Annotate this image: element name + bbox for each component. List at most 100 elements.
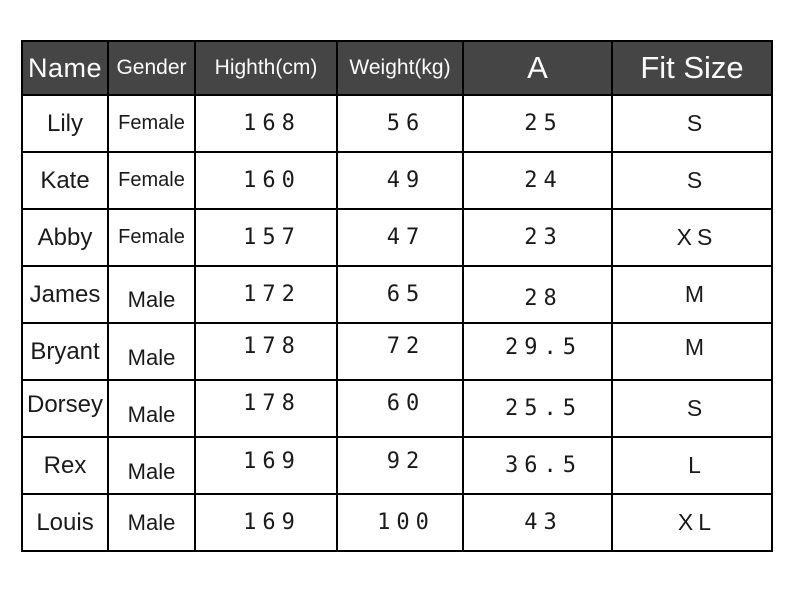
cell-height: 178 bbox=[194, 379, 338, 438]
column-header-fit: Fit Size bbox=[611, 40, 773, 96]
cell-a: 36.5 bbox=[462, 436, 613, 495]
cell-height: 168 bbox=[194, 94, 338, 153]
size-chart-table: Name Gender Highth(cm) Weight(kg) A Fit Size … bbox=[21, 40, 773, 552]
cell-height-text: 178 bbox=[243, 391, 301, 416]
table-row: Rex Male 169 92 36.5 L bbox=[21, 436, 773, 495]
cell-gender-text: Male bbox=[127, 286, 176, 312]
cell-gender: Male bbox=[107, 265, 196, 324]
cell-gender: Male bbox=[107, 322, 196, 381]
cell-weight-text: 49 bbox=[386, 168, 426, 193]
cell-fit: S bbox=[611, 94, 773, 153]
cell-a: 28 bbox=[462, 265, 613, 324]
cell-name-text: Louis bbox=[36, 508, 94, 536]
table-row: Kate Female 160 49 24 S bbox=[21, 151, 773, 210]
header-row: Name Gender Highth(cm) Weight(kg) A Fit Size bbox=[21, 40, 773, 96]
cell-a: 43 bbox=[462, 493, 613, 552]
cell-name: Abby bbox=[21, 208, 109, 267]
cell-gender-text: Female bbox=[118, 112, 185, 134]
column-header-weight: Weight(kg) bbox=[336, 40, 464, 96]
cell-height-text: 169 bbox=[243, 510, 301, 535]
cell-a: 25.5 bbox=[462, 379, 613, 438]
cell-gender: Male bbox=[107, 379, 196, 438]
cell-height: 178 bbox=[194, 322, 338, 381]
cell-a-text: 43 bbox=[524, 510, 563, 535]
cell-height-text: 169 bbox=[243, 449, 301, 474]
cell-weight-text: 100 bbox=[377, 510, 435, 535]
cell-a-text: 29.5 bbox=[505, 335, 582, 360]
column-header-name: Name bbox=[21, 40, 109, 96]
cell-fit-text: S bbox=[686, 110, 708, 136]
cell-fit-text: XL bbox=[677, 509, 717, 535]
cell-name: Rex bbox=[21, 436, 109, 495]
cell-name-text: James bbox=[29, 280, 101, 308]
cell-height: 160 bbox=[194, 151, 338, 210]
cell-name-text: Abby bbox=[37, 223, 93, 251]
cell-gender-text: Female bbox=[118, 169, 185, 191]
cell-gender-text: Male bbox=[127, 509, 176, 535]
cell-fit-text: M bbox=[684, 334, 710, 360]
cell-gender: Female bbox=[107, 151, 196, 210]
cell-a-text: 24 bbox=[524, 168, 563, 193]
cell-fit: M bbox=[611, 265, 773, 324]
table-row: James Male 172 65 28 M bbox=[21, 265, 773, 324]
cell-name: Lily bbox=[21, 94, 109, 153]
cell-fit-text: XS bbox=[676, 224, 718, 250]
cell-a-text: 25.5 bbox=[505, 396, 582, 421]
cell-height: 169 bbox=[194, 436, 338, 495]
cell-name-text: Lily bbox=[46, 109, 83, 137]
cell-gender-text: Male bbox=[127, 458, 176, 484]
table-row: Bryant Male 178 72 29.5 M bbox=[21, 322, 773, 381]
cell-fit: L bbox=[611, 436, 773, 495]
cell-gender: Male bbox=[107, 436, 196, 495]
cell-fit-text: L bbox=[688, 452, 706, 478]
cell-fit: S bbox=[611, 151, 773, 210]
cell-height-text: 168 bbox=[243, 111, 301, 136]
column-header-height: Highth(cm) bbox=[194, 40, 338, 96]
cell-height-text: 160 bbox=[243, 168, 301, 193]
cell-height-text: 157 bbox=[243, 225, 301, 250]
table-body: Lily Female 168 56 25 S Kate Female 160 49 24 S Abby… bbox=[21, 94, 773, 552]
cell-a: 24 bbox=[462, 151, 613, 210]
cell-name: James bbox=[21, 265, 109, 324]
cell-a: 23 bbox=[462, 208, 613, 267]
cell-fit: XL bbox=[611, 493, 773, 552]
cell-a-text: 25 bbox=[524, 111, 563, 136]
cell-name: Bryant bbox=[21, 322, 109, 381]
cell-gender: Male bbox=[107, 493, 196, 552]
cell-fit: M bbox=[611, 322, 773, 381]
cell-height: 172 bbox=[194, 265, 338, 324]
cell-a-text: 36.5 bbox=[505, 453, 582, 478]
cell-weight: 49 bbox=[336, 151, 464, 210]
cell-a: 25 bbox=[462, 94, 613, 153]
cell-weight-text: 92 bbox=[386, 449, 426, 474]
cell-name: Kate bbox=[21, 151, 109, 210]
column-header-a: A bbox=[462, 40, 613, 96]
cell-weight: 60 bbox=[336, 379, 464, 438]
cell-name: Dorsey bbox=[21, 379, 109, 438]
cell-name-text: Rex bbox=[43, 451, 87, 479]
cell-weight: 56 bbox=[336, 94, 464, 153]
cell-name-text: Dorsey bbox=[26, 390, 104, 418]
cell-weight-text: 72 bbox=[386, 334, 426, 359]
table-row: Dorsey Male 178 60 25.5 S bbox=[21, 379, 773, 438]
cell-height: 157 bbox=[194, 208, 338, 267]
cell-weight-text: 47 bbox=[386, 225, 426, 250]
column-header-gender: Gender bbox=[107, 40, 196, 96]
table-row: Abby Female 157 47 23 XS bbox=[21, 208, 773, 267]
cell-a: 29.5 bbox=[462, 322, 613, 381]
cell-weight-text: 60 bbox=[386, 391, 426, 416]
cell-weight-text: 56 bbox=[386, 111, 426, 136]
cell-name-text: Kate bbox=[40, 166, 90, 194]
cell-fit-text: M bbox=[684, 281, 710, 307]
cell-gender: Female bbox=[107, 208, 196, 267]
cell-weight: 100 bbox=[336, 493, 464, 552]
table-header: Name Gender Highth(cm) Weight(kg) A Fit Size bbox=[21, 40, 773, 96]
cell-a-text: 23 bbox=[524, 225, 563, 250]
cell-fit: XS bbox=[611, 208, 773, 267]
cell-gender: Female bbox=[107, 94, 196, 153]
cell-gender-text: Male bbox=[127, 344, 176, 370]
cell-name: Louis bbox=[21, 493, 109, 552]
cell-gender-text: Male bbox=[127, 401, 176, 427]
cell-fit-text: S bbox=[686, 395, 708, 421]
